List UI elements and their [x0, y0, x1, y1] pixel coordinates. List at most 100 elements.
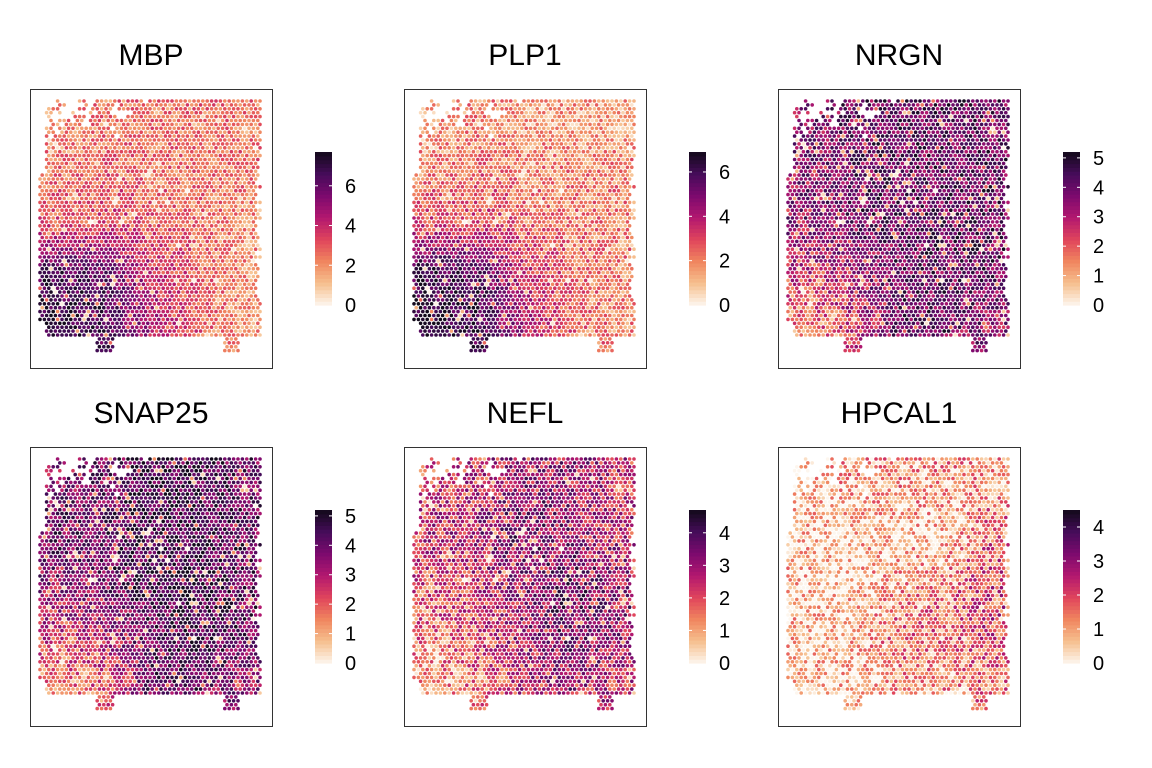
spot: [564, 197, 568, 201]
legend-color-step: [315, 163, 332, 167]
spot: [199, 220, 203, 224]
spot: [131, 201, 135, 205]
spot: [164, 290, 168, 294]
spot: [166, 107, 170, 111]
spot: [137, 189, 141, 193]
spot: [100, 247, 104, 251]
spot: [258, 247, 262, 251]
spot: [599, 150, 603, 154]
spot: [40, 267, 44, 271]
spot: [557, 193, 561, 197]
spot: [124, 275, 128, 279]
spot: [210, 130, 214, 134]
spot: [485, 189, 489, 193]
spot: [520, 228, 524, 232]
spot: [164, 103, 168, 107]
spot: [601, 146, 605, 150]
spot: [249, 193, 253, 197]
spot: [586, 119, 590, 123]
spot: [177, 228, 181, 232]
spot: [445, 166, 449, 170]
spot: [560, 158, 564, 162]
spot: [188, 177, 192, 181]
spot: [483, 232, 487, 236]
spot: [84, 205, 88, 209]
spot: [480, 189, 484, 193]
spot: [498, 127, 502, 131]
spot: [476, 251, 480, 255]
spot: [593, 107, 597, 111]
spot: [216, 134, 220, 138]
spot: [164, 267, 168, 271]
spot: [241, 208, 245, 212]
spot: [588, 208, 592, 212]
spot: [566, 162, 570, 166]
spot: [245, 224, 249, 228]
spot: [247, 251, 251, 255]
spot: [227, 185, 231, 189]
spot: [168, 244, 172, 248]
spot: [564, 228, 568, 232]
spot: [601, 154, 605, 158]
spot: [223, 154, 227, 158]
spot: [535, 177, 539, 181]
spot: [549, 99, 553, 103]
spot: [49, 275, 53, 279]
spot: [225, 111, 229, 115]
spot: [247, 322, 251, 326]
spot: [139, 208, 143, 212]
spot: [45, 306, 49, 310]
spot: [465, 169, 469, 173]
spot: [432, 244, 436, 248]
spot: [208, 236, 212, 240]
spot: [199, 158, 203, 162]
spot: [520, 244, 524, 248]
spot: [456, 130, 460, 134]
spot: [76, 251, 80, 255]
spot: [595, 127, 599, 131]
spot: [62, 283, 66, 287]
spot: [518, 216, 522, 220]
spot: [67, 134, 71, 138]
spot: [216, 228, 220, 232]
spot: [533, 212, 537, 216]
spot: [150, 127, 154, 131]
spot: [203, 275, 207, 279]
spot: [192, 185, 196, 189]
spot: [78, 271, 82, 275]
spot: [109, 185, 113, 189]
spot: [447, 169, 451, 173]
spot: [212, 228, 216, 232]
spot: [436, 220, 440, 224]
spot: [177, 212, 181, 216]
spot: [78, 208, 82, 212]
spot: [58, 142, 62, 146]
spot: [232, 115, 236, 119]
spot: [430, 162, 434, 166]
spot: [51, 325, 55, 329]
spot: [626, 166, 630, 170]
spot: [203, 127, 207, 131]
spot: [69, 294, 73, 298]
spot: [511, 158, 515, 162]
spot: [511, 181, 515, 185]
spot: [513, 193, 517, 197]
spot: [615, 162, 619, 166]
spot: [522, 185, 526, 189]
spot: [62, 220, 66, 224]
spot: [102, 259, 106, 263]
spot: [111, 166, 115, 170]
spot: [76, 142, 80, 146]
spot: [511, 236, 515, 240]
spot: [111, 314, 115, 318]
spot: [128, 290, 132, 294]
spot: [40, 205, 44, 209]
spot: [258, 310, 262, 314]
spot: [188, 279, 192, 283]
spot: [445, 181, 449, 185]
spot: [186, 267, 190, 271]
spot: [507, 158, 511, 162]
spot: [170, 271, 174, 275]
spot: [89, 127, 93, 131]
spot: [564, 220, 568, 224]
